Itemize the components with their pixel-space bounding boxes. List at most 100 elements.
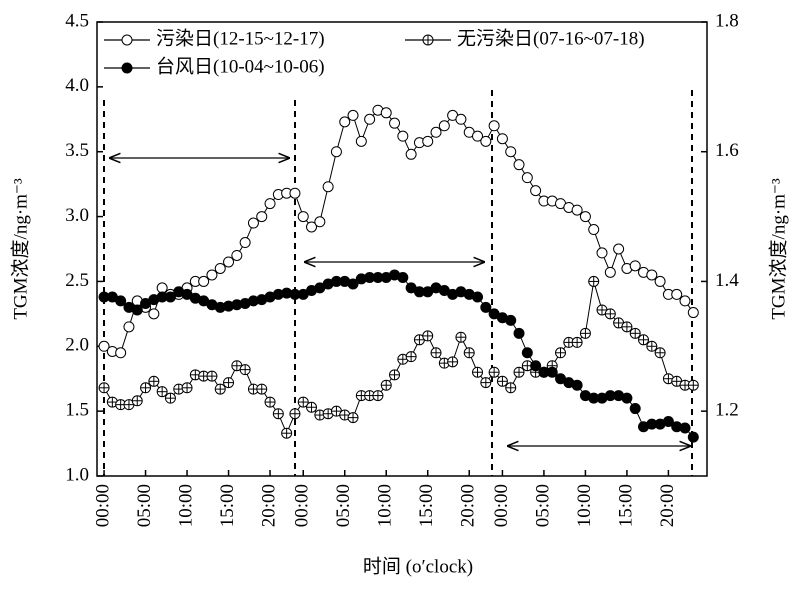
point-dot	[148, 294, 160, 306]
y2-tick-label: 1.4	[715, 270, 739, 291]
point	[189, 292, 201, 304]
point-dot	[281, 287, 293, 299]
point-dot	[389, 269, 401, 281]
point	[156, 386, 168, 398]
y-tick-label: 1.0	[65, 464, 89, 485]
point	[604, 390, 616, 402]
point-dot	[131, 304, 143, 316]
point-dot	[530, 360, 542, 372]
x-tick-label: 15:00	[416, 484, 437, 527]
point	[604, 266, 616, 278]
point-dot	[256, 211, 268, 223]
point	[306, 401, 318, 413]
point	[123, 301, 135, 313]
point	[397, 272, 409, 284]
point	[496, 133, 508, 145]
point-dot	[671, 421, 683, 433]
y-axis-label: TGM浓度/ng·m⁻³	[9, 178, 31, 320]
point	[289, 408, 301, 420]
point-dot	[140, 297, 152, 309]
point	[322, 181, 334, 193]
point-dot	[247, 217, 259, 229]
point	[272, 288, 284, 300]
point-dot	[106, 291, 118, 303]
x-tick-label: 15:00	[217, 484, 238, 527]
point	[214, 301, 226, 313]
point	[679, 379, 691, 391]
point-dot	[148, 308, 160, 320]
point	[380, 107, 392, 119]
x-tick-label: 05:00	[333, 484, 354, 527]
point	[430, 282, 442, 294]
point	[555, 347, 567, 359]
point-dot	[380, 107, 392, 119]
point	[687, 379, 699, 391]
point	[98, 382, 110, 394]
point-dot	[98, 340, 110, 352]
point-dot	[613, 243, 625, 255]
point	[671, 288, 683, 300]
point	[505, 146, 517, 158]
y-tick-label: 2.0	[65, 335, 89, 356]
point	[339, 116, 351, 128]
point-dot	[646, 418, 658, 430]
point	[654, 275, 666, 287]
point	[405, 282, 417, 294]
point-dot	[654, 275, 666, 287]
point	[364, 390, 376, 402]
y-tick-label: 1.5	[65, 400, 89, 421]
point-dot	[671, 288, 683, 300]
point	[131, 304, 143, 316]
point	[231, 299, 243, 311]
point	[106, 291, 118, 303]
point-dot	[347, 278, 359, 290]
point-dot	[596, 392, 608, 404]
point	[621, 321, 633, 333]
point	[422, 135, 434, 147]
point-dot	[405, 282, 417, 294]
point-dot	[679, 422, 691, 434]
point	[206, 269, 218, 281]
point	[687, 431, 699, 443]
point	[496, 312, 508, 324]
x-tick-label: 05:00	[134, 484, 155, 527]
point-dot	[347, 109, 359, 121]
point-dot	[380, 272, 392, 284]
plot-frame	[96, 21, 708, 477]
point	[571, 336, 583, 348]
point	[604, 308, 616, 320]
point-dot	[289, 288, 301, 300]
point-dot	[98, 291, 110, 303]
point-dot	[588, 392, 600, 404]
y-tick-label: 4.0	[65, 75, 89, 96]
point	[198, 295, 210, 307]
point-dot	[223, 256, 235, 268]
x-axis-label: 时间 (o′clock)	[363, 555, 473, 577]
point	[596, 304, 608, 316]
point	[364, 272, 376, 284]
point	[355, 273, 367, 285]
legend-entry: 台风日(10-04~10-06)	[104, 55, 325, 77]
point	[679, 295, 691, 307]
point-dot	[463, 288, 475, 300]
series-line	[103, 109, 694, 354]
point-dot	[272, 288, 284, 300]
point	[206, 370, 218, 382]
point-dot	[521, 172, 533, 184]
point-dot	[339, 275, 351, 287]
x-tick-label: 00:00	[92, 484, 113, 527]
x-tick-label: 15:00	[615, 484, 636, 527]
point	[413, 286, 425, 298]
point-dot	[530, 185, 542, 197]
point	[389, 369, 401, 381]
legend-marker	[121, 62, 133, 74]
x-tick-label: 05:00	[532, 484, 553, 527]
x-tick-label: 20:00	[458, 484, 479, 527]
point-dot	[121, 62, 133, 74]
point-dot	[198, 275, 210, 287]
point	[247, 295, 259, 307]
point	[297, 288, 309, 300]
point	[546, 366, 558, 378]
point	[654, 347, 666, 359]
point	[314, 216, 326, 228]
